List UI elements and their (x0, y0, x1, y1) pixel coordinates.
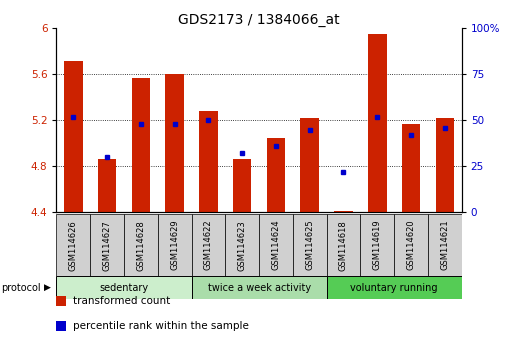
Bar (327, 214, 360, 276)
Bar (368, 34, 387, 212)
Text: sedentary: sedentary (100, 282, 149, 293)
Bar (131, 78, 150, 212)
Bar (428, 214, 462, 276)
Text: GSM114621: GSM114621 (440, 220, 449, 270)
Text: GSM114619: GSM114619 (373, 220, 382, 270)
Text: percentile rank within the sample: percentile rank within the sample (73, 321, 249, 331)
Text: GSM114620: GSM114620 (406, 220, 416, 270)
Text: GSM114625: GSM114625 (305, 220, 314, 270)
Bar (334, 211, 353, 212)
Bar (436, 118, 454, 212)
Text: GSM114624: GSM114624 (271, 220, 281, 270)
Text: protocol: protocol (1, 282, 41, 293)
Bar (64, 61, 83, 212)
Bar (56, 276, 191, 299)
Text: GSM114626: GSM114626 (69, 220, 78, 270)
Bar (191, 214, 225, 276)
Bar (56, 214, 90, 276)
Text: GSM114629: GSM114629 (170, 220, 179, 270)
Bar (402, 124, 420, 212)
Text: twice a week activity: twice a week activity (207, 282, 311, 293)
Text: voluntary running: voluntary running (350, 282, 438, 293)
Bar (301, 118, 319, 212)
Text: GSM114622: GSM114622 (204, 220, 213, 270)
Text: ▶: ▶ (44, 283, 50, 292)
Bar (191, 276, 327, 299)
Bar (267, 138, 285, 212)
Text: GSM114628: GSM114628 (136, 220, 145, 270)
Bar (360, 214, 394, 276)
Bar (90, 214, 124, 276)
Bar (98, 159, 116, 212)
Text: transformed count: transformed count (73, 296, 171, 306)
Text: GSM114623: GSM114623 (238, 220, 247, 270)
Bar (165, 74, 184, 212)
Bar (327, 276, 462, 299)
Bar (233, 159, 251, 212)
Bar (157, 214, 191, 276)
Title: GDS2173 / 1384066_at: GDS2173 / 1384066_at (178, 13, 340, 27)
Bar (394, 214, 428, 276)
Bar (199, 111, 218, 212)
Bar (293, 214, 327, 276)
Text: GSM114618: GSM114618 (339, 220, 348, 270)
Text: GSM114627: GSM114627 (103, 220, 112, 270)
Bar (124, 214, 158, 276)
Bar (225, 214, 259, 276)
Bar (259, 214, 293, 276)
